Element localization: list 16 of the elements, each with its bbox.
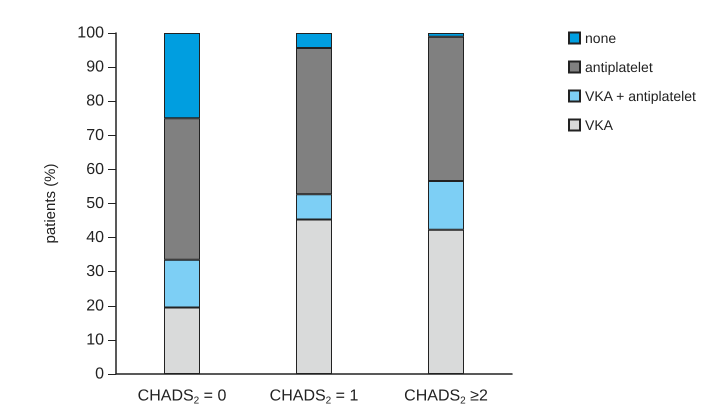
y-tick-label: 100 bbox=[77, 24, 104, 42]
y-tick-label: 60 bbox=[86, 160, 104, 178]
y-tick-label: 80 bbox=[86, 92, 104, 110]
legend-label: antiplatelet bbox=[585, 59, 653, 75]
y-tick-label: 40 bbox=[86, 229, 104, 246]
y-tick-label: 20 bbox=[86, 297, 104, 314]
y-tick-label: 30 bbox=[86, 263, 104, 280]
y-tick-label: 90 bbox=[86, 58, 104, 76]
legend-label: VKA + antiplatelet bbox=[585, 88, 696, 104]
legend-label: none bbox=[585, 30, 616, 46]
y-tick-label: 50 bbox=[86, 195, 104, 212]
legend-label: VKA bbox=[585, 117, 614, 133]
y-tick-label: 70 bbox=[86, 126, 104, 144]
y-tick-label: 10 bbox=[86, 331, 104, 348]
y-axis-title: patients (%) bbox=[42, 163, 59, 244]
y-tick-label: 0 bbox=[95, 366, 104, 382]
